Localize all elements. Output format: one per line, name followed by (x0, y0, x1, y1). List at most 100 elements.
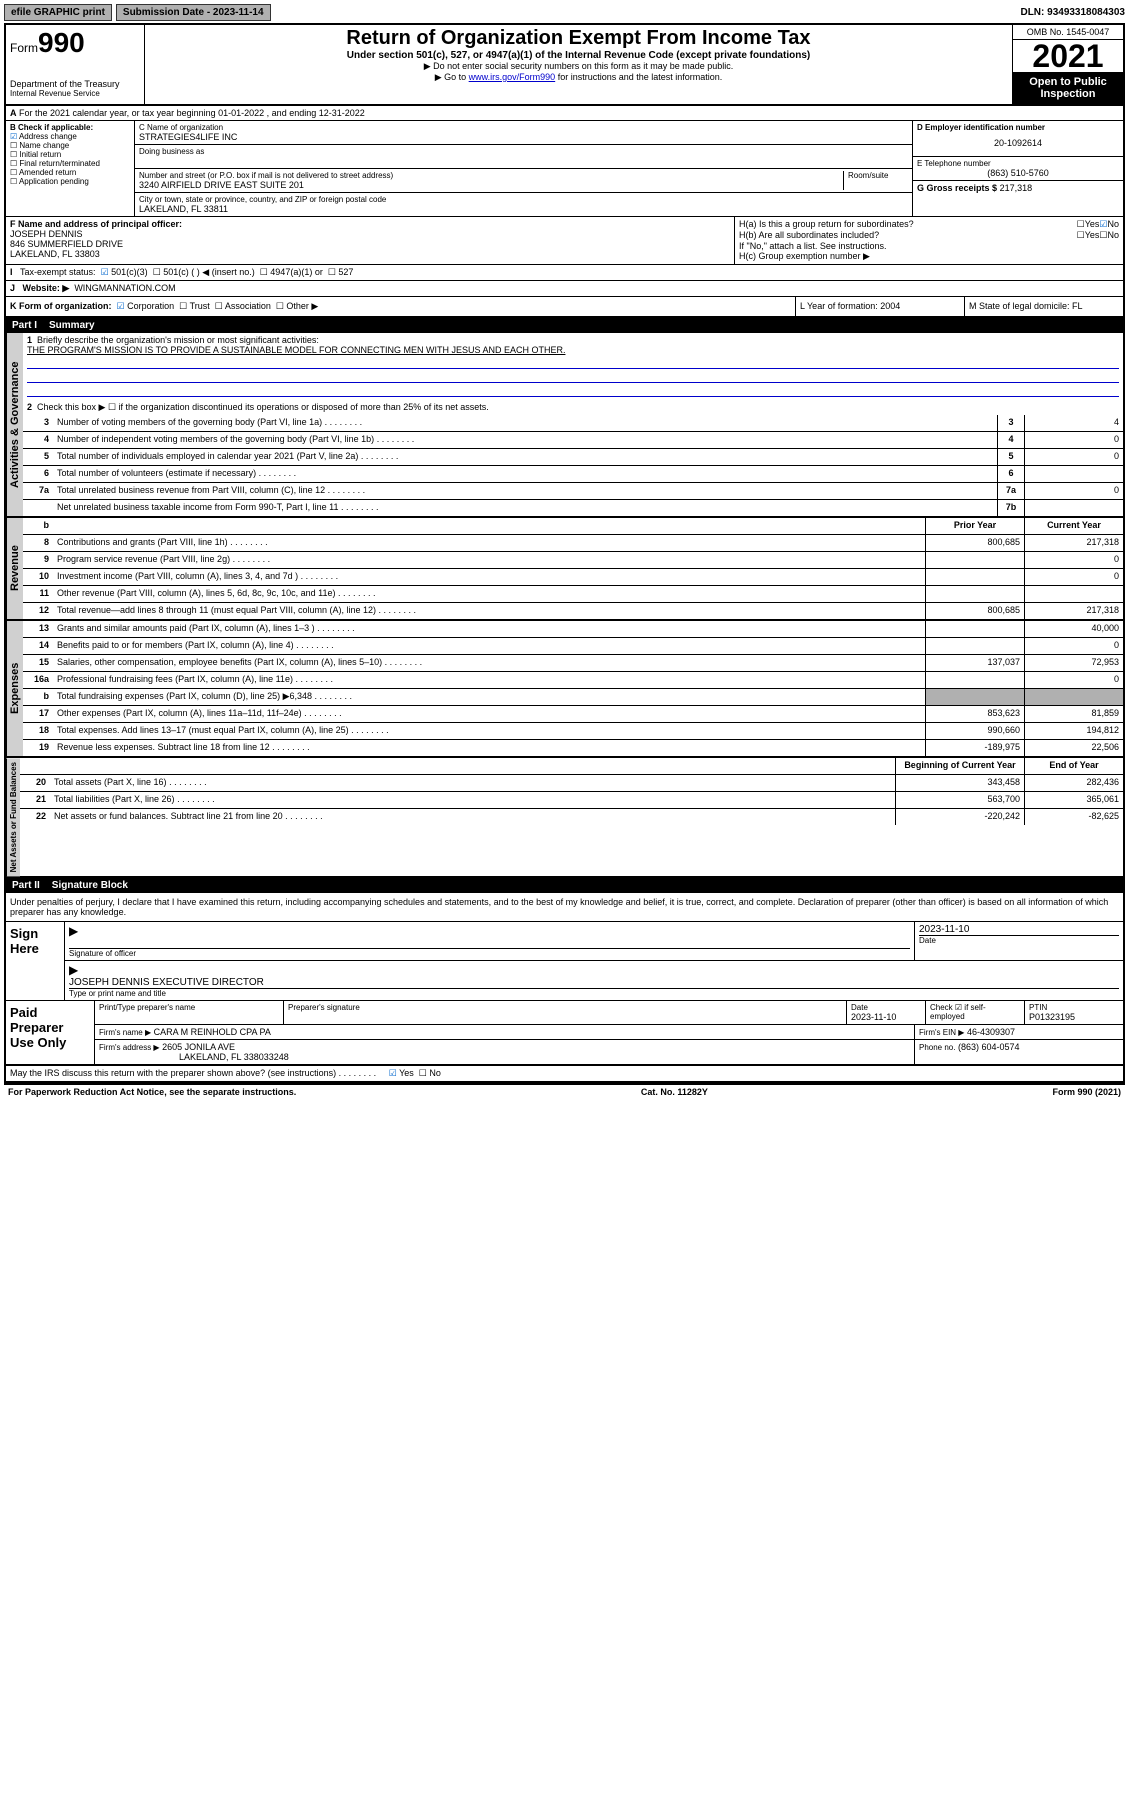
irs-label: Internal Revenue Service (10, 89, 140, 98)
part2-header: Part IISignature Block (6, 878, 1123, 893)
sig-officer-label: Signature of officer (69, 948, 910, 958)
table-row: 20Total assets (Part X, line 16)343,4582… (20, 775, 1123, 792)
check-name[interactable]: ☐ Name change (10, 141, 130, 150)
discuss-row: May the IRS discuss this return with the… (6, 1066, 1123, 1083)
check-final[interactable]: ☐ Final return/terminated (10, 159, 130, 168)
form-container: Form990 Department of the Treasury Inter… (4, 23, 1125, 1085)
prior-year-header: Prior Year (925, 518, 1024, 534)
section-governance: Activities & Governance (6, 333, 23, 516)
open-public: Open to Public Inspection (1013, 72, 1123, 104)
sig-date: 2023-11-10 (919, 924, 1119, 935)
col-de: D Employer identification number20-10926… (913, 121, 1123, 216)
form-label: Form (10, 41, 38, 55)
check-amended[interactable]: ☐ Amended return (10, 168, 130, 177)
check-pending[interactable]: ☐ Application pending (10, 177, 130, 186)
firm-name: CARA M REINHOLD CPA PA (154, 1027, 271, 1037)
table-row: 8Contributions and grants (Part VIII, li… (23, 535, 1123, 552)
dba-label: Doing business as (139, 147, 908, 156)
table-row: 9Program service revenue (Part VIII, lin… (23, 552, 1123, 569)
prep-date: 2023-11-10 (851, 1012, 921, 1022)
part1-header: Part ISummary (6, 318, 1123, 333)
officer-addr1: 846 SUMMERFIELD DRIVE (10, 239, 730, 249)
dept-treasury: Department of the Treasury (10, 79, 140, 89)
end-year-header: End of Year (1024, 758, 1123, 774)
irs-link[interactable]: www.irs.gov/Form990 (469, 72, 556, 82)
section-expenses: Expenses (6, 621, 23, 756)
col-b: B Check if applicable: ☑ Address change … (6, 121, 135, 216)
header-right: OMB No. 1545-0047 2021 Open to Public In… (1012, 25, 1123, 104)
prep-sig-label: Preparer's signature (283, 1001, 846, 1024)
officer-name: JOSEPH DENNIS (10, 229, 730, 239)
cat-no: Cat. No. 11282Y (641, 1087, 708, 1097)
table-row: 12Total revenue—add lines 8 through 11 (… (23, 603, 1123, 619)
check-address[interactable]: ☑ Address change (10, 132, 130, 141)
firm-addr2: LAKELAND, FL 338033248 (99, 1052, 910, 1062)
table-row: Net unrelated business taxable income fr… (23, 500, 1123, 516)
table-row: 10Investment income (Part VIII, column (… (23, 569, 1123, 586)
ein: 20-1092614 (917, 132, 1119, 154)
instr-2: ▶ Go to www.irs.gov/Form990 for instruct… (151, 72, 1006, 83)
ein-label: D Employer identification number (917, 123, 1119, 132)
officer-addr2: LAKELAND, FL 33803 (10, 249, 730, 259)
submission-date: Submission Date - 2023-11-14 (116, 4, 271, 21)
table-row: 13Grants and similar amounts paid (Part … (23, 621, 1123, 638)
table-row: 15Salaries, other compensation, employee… (23, 655, 1123, 672)
efile-btn[interactable]: efile GRAPHIC print (4, 4, 112, 21)
current-year-header: Current Year (1024, 518, 1123, 534)
paperwork-notice: For Paperwork Reduction Act Notice, see … (8, 1087, 296, 1097)
col-c: C Name of organizationSTRATEGIES4LIFE IN… (135, 121, 913, 216)
ha-label: H(a) Is this a group return for subordin… (739, 219, 1077, 230)
prep-name-label: Print/Type preparer's name (95, 1001, 283, 1024)
hb-note: If "No," attach a list. See instructions… (739, 241, 1119, 251)
subtitle-1: Under section 501(c), 527, or 4947(a)(1)… (151, 50, 1006, 61)
ptin: P01323195 (1029, 1012, 1119, 1022)
declaration: Under penalties of perjury, I declare th… (6, 893, 1123, 921)
line-a: A For the 2021 calendar year, or tax yea… (6, 106, 1123, 121)
room-label: Room/suite (843, 171, 908, 190)
row-f: F Name and address of principal officer:… (6, 217, 735, 264)
mission-text: THE PROGRAM'S MISSION IS TO PROVIDE A SU… (27, 345, 1119, 355)
table-row: 4Number of independent voting members of… (23, 432, 1123, 449)
table-row: 3Number of voting members of the governi… (23, 415, 1123, 432)
telephone: (863) 510-5760 (917, 168, 1119, 178)
sign-here-label: Sign Here (6, 922, 64, 1000)
paid-preparer-label: Paid Preparer Use Only (6, 1001, 94, 1064)
row-j: J Website: ▶ WINGMANNATION.COM (6, 281, 1123, 297)
tax-year: 2021 (1013, 40, 1123, 72)
form-title: Return of Organization Exempt From Incom… (151, 27, 1006, 50)
city-label: City or town, state or province, country… (139, 195, 908, 204)
tel-label: E Telephone number (917, 159, 1119, 168)
instr-1: ▶ Do not enter social security numbers o… (151, 61, 1006, 72)
top-bar: efile GRAPHIC print Submission Date - 20… (4, 4, 1125, 21)
gross-label: G Gross receipts $ (917, 183, 997, 193)
section-revenue: Revenue (6, 518, 23, 619)
row-k: K Form of organization: ☑ Corporation ☐ … (6, 297, 795, 316)
hc-label: H(c) Group exemption number ▶ (739, 251, 1119, 262)
table-row: 16aProfessional fundraising fees (Part I… (23, 672, 1123, 689)
street-address: 3240 AIRFIELD DRIVE EAST SUITE 201 (139, 180, 843, 190)
org-name: STRATEGIES4LIFE INC (139, 132, 908, 142)
table-row: 14Benefits paid to or for members (Part … (23, 638, 1123, 655)
dln: DLN: 93493318084303 (1020, 7, 1125, 18)
officer-label: F Name and address of principal officer: (10, 219, 730, 229)
mission-label: Briefly describe the organization's miss… (37, 335, 319, 345)
begin-year-header: Beginning of Current Year (895, 758, 1024, 774)
row-b: b (23, 518, 53, 534)
row-h: H(a) Is this a group return for subordin… (735, 217, 1123, 264)
addr-label: Number and street (or P.O. box if mail i… (139, 171, 843, 180)
line-2: Check this box ▶ ☐ if the organization d… (37, 402, 489, 412)
table-row: 11Other revenue (Part VIII, column (A), … (23, 586, 1123, 603)
section-netassets: Net Assets or Fund Balances (6, 758, 20, 876)
state-domicile: M State of legal domicile: FL (964, 297, 1123, 316)
row-i: I Tax-exempt status: ☑ 501(c)(3) ☐ 501(c… (6, 265, 1123, 280)
form-foot: Form 990 (2021) (1052, 1087, 1121, 1097)
table-row: 22Net assets or fund balances. Subtract … (20, 809, 1123, 825)
year-formation: L Year of formation: 2004 (795, 297, 964, 316)
firm-addr1: 2605 JONILA AVE (162, 1042, 235, 1052)
check-initial[interactable]: ☐ Initial return (10, 150, 130, 159)
footer: For Paperwork Reduction Act Notice, see … (4, 1085, 1125, 1099)
table-row: 6Total number of volunteers (estimate if… (23, 466, 1123, 483)
city-state-zip: LAKELAND, FL 33811 (139, 204, 908, 214)
table-row: 21Total liabilities (Part X, line 26)563… (20, 792, 1123, 809)
header-mid: Return of Organization Exempt From Incom… (145, 25, 1012, 104)
